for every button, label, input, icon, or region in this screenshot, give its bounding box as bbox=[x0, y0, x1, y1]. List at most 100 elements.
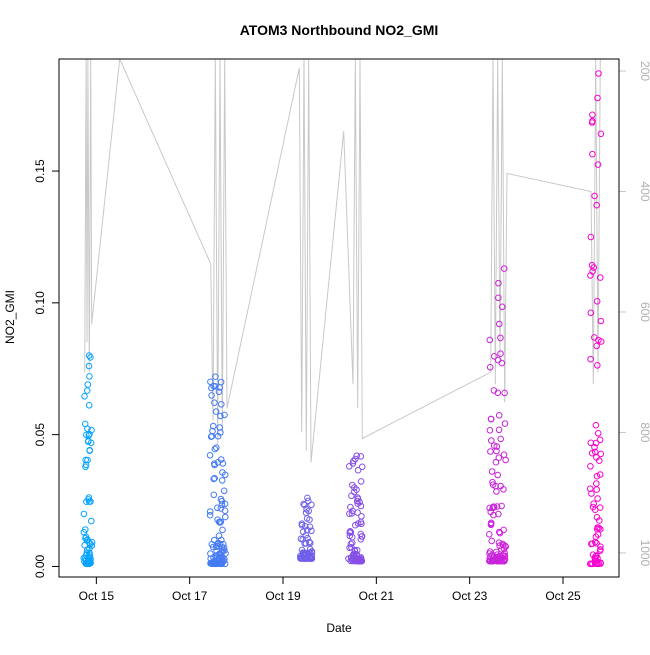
no2-point bbox=[206, 508, 214, 515]
no2-point bbox=[486, 364, 494, 371]
no2-point bbox=[220, 540, 227, 548]
no2-point bbox=[301, 501, 308, 509]
no2-point bbox=[589, 117, 596, 125]
no2-point bbox=[588, 540, 595, 548]
no2-point bbox=[221, 411, 228, 419]
no2-point bbox=[488, 468, 496, 475]
no2-point bbox=[500, 265, 508, 272]
no2-point bbox=[489, 481, 497, 489]
x-tick-label: Oct 21 bbox=[359, 589, 395, 603]
no2-point bbox=[491, 353, 498, 360]
no2-point bbox=[587, 309, 595, 317]
no2-point bbox=[593, 480, 600, 487]
no2-point bbox=[488, 437, 495, 444]
no2-point bbox=[299, 536, 307, 543]
no2-point bbox=[590, 500, 598, 508]
no2-point bbox=[489, 478, 496, 486]
no2-point bbox=[308, 501, 315, 509]
no2-point bbox=[501, 552, 509, 560]
no2-point bbox=[347, 540, 355, 548]
no2-point bbox=[348, 510, 356, 517]
no2-point bbox=[594, 495, 601, 502]
no2-point bbox=[85, 559, 92, 566]
no2-point bbox=[210, 422, 217, 430]
no2-point bbox=[358, 463, 366, 471]
no2-point bbox=[82, 461, 90, 469]
y2-tick-label: 200 bbox=[638, 61, 650, 81]
no2-point bbox=[358, 533, 366, 540]
no2-point bbox=[587, 463, 594, 470]
no2-point bbox=[298, 521, 306, 529]
no2-point bbox=[497, 350, 504, 358]
no2-point bbox=[221, 471, 229, 479]
no2-point bbox=[82, 533, 90, 541]
no2-point bbox=[489, 556, 496, 564]
no2-point bbox=[588, 261, 596, 269]
no2-point bbox=[350, 551, 357, 558]
no2-point bbox=[211, 474, 218, 482]
no2-point bbox=[489, 504, 497, 512]
no2-point bbox=[356, 557, 364, 565]
no2-point bbox=[596, 457, 603, 465]
points-layer bbox=[80, 70, 605, 568]
y-tick-label: 0.00 bbox=[33, 554, 47, 578]
no2-point bbox=[347, 528, 355, 536]
no2-point bbox=[593, 472, 601, 480]
no2-point bbox=[588, 449, 596, 457]
plot-frame bbox=[58, 58, 620, 578]
no2-point bbox=[497, 334, 504, 342]
x-axis-label: Date bbox=[326, 621, 352, 635]
no2-point bbox=[88, 538, 96, 546]
no2-point bbox=[85, 498, 93, 505]
no2-point bbox=[83, 498, 90, 506]
no2-point bbox=[211, 460, 218, 468]
no2-point bbox=[80, 554, 88, 562]
no2-point bbox=[495, 279, 502, 287]
no2-point bbox=[354, 466, 362, 474]
no2-point bbox=[593, 486, 601, 493]
no2-point bbox=[486, 557, 493, 565]
no2-point bbox=[306, 538, 313, 546]
no2-point bbox=[594, 430, 602, 437]
no2-point bbox=[88, 517, 95, 525]
no2-point bbox=[499, 303, 506, 311]
no2-point bbox=[210, 475, 217, 483]
no2-point bbox=[207, 378, 214, 386]
no2-point bbox=[86, 447, 93, 455]
no2-point bbox=[214, 504, 221, 512]
no2-point bbox=[487, 415, 495, 423]
x-tick-label: Oct 19 bbox=[265, 589, 301, 603]
no2-point bbox=[306, 516, 313, 524]
no2-point bbox=[84, 381, 92, 388]
no2-point bbox=[596, 471, 604, 478]
no2-point bbox=[589, 111, 596, 119]
no2-point bbox=[501, 549, 509, 557]
no2-point bbox=[356, 555, 363, 562]
no2-point bbox=[497, 557, 505, 565]
no2-point bbox=[218, 401, 225, 408]
no2-point bbox=[213, 444, 220, 452]
y-tick-label: 0.10 bbox=[33, 291, 47, 315]
no2-point bbox=[308, 527, 315, 535]
no2-point bbox=[303, 526, 311, 534]
no2-point bbox=[495, 426, 503, 434]
no2-point bbox=[357, 478, 365, 485]
no2-point bbox=[346, 532, 354, 540]
no2-point bbox=[594, 362, 601, 369]
no2-point bbox=[596, 517, 603, 524]
no2-point bbox=[592, 533, 600, 541]
no2-point bbox=[595, 70, 602, 77]
no2-point bbox=[206, 511, 214, 519]
no2-point bbox=[589, 551, 597, 559]
no2-point bbox=[493, 443, 501, 450]
no2-point bbox=[486, 336, 494, 344]
no2-point bbox=[587, 272, 594, 279]
no2-point bbox=[305, 507, 313, 515]
no2-point bbox=[492, 548, 500, 556]
no2-point bbox=[219, 526, 226, 534]
no2-point bbox=[86, 560, 93, 567]
no2-point bbox=[498, 359, 506, 367]
pressure-layer bbox=[84, 59, 601, 463]
no2-point bbox=[586, 485, 594, 493]
